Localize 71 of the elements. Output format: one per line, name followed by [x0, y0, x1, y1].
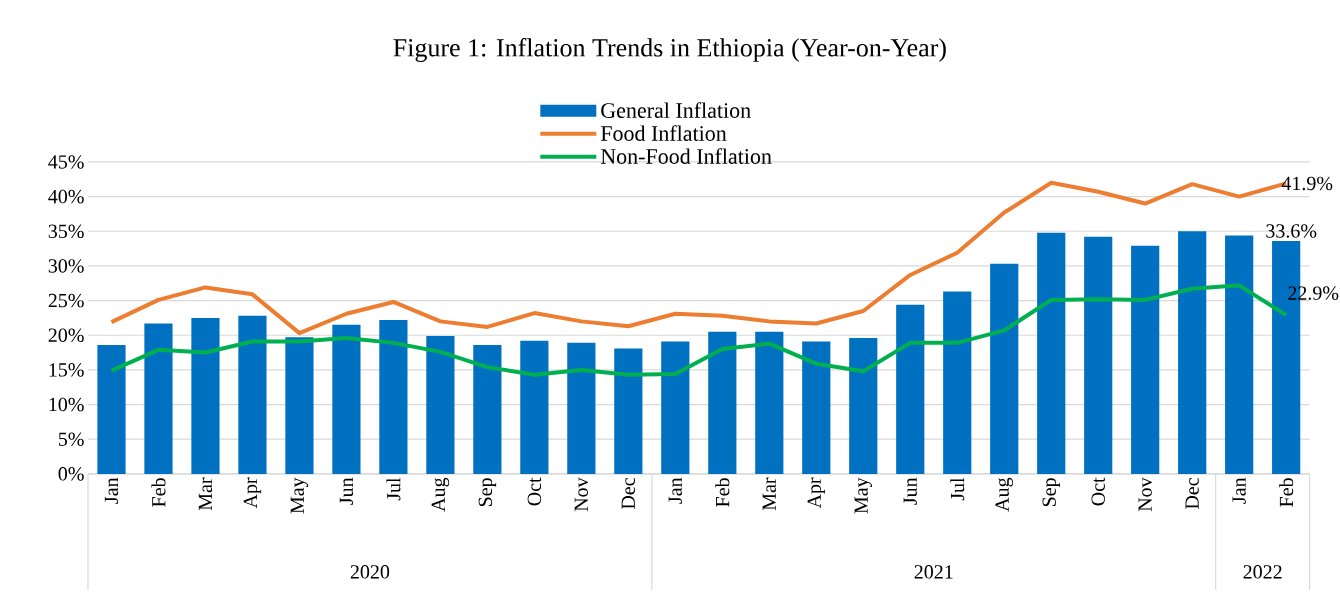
x-tick-label: Mar: [198, 477, 213, 511]
y-tick-label: 15%: [49, 363, 84, 377]
legend-label: Food Inflation: [600, 125, 727, 141]
x-tick-label: Apr: [807, 477, 826, 509]
x-tick-label: Nov: [574, 477, 588, 512]
bar: [379, 320, 408, 474]
x-tick-label: Sep: [1042, 478, 1060, 507]
x-tick-label: May: [854, 477, 872, 514]
x-tick-label: Oct: [527, 477, 542, 506]
bar: [1037, 232, 1066, 474]
bar: [661, 341, 690, 474]
bar: [567, 342, 596, 474]
bar: [1084, 236, 1113, 474]
x-tick-label: Sep: [478, 478, 497, 507]
bar: [144, 323, 173, 474]
text: 2022: [1243, 565, 1282, 579]
y-tick-label: 20%: [48, 328, 84, 343]
x-tick-label: Jan: [668, 477, 682, 504]
bar: [191, 317, 220, 474]
bar: [708, 331, 737, 474]
y-tick-label: 25%: [48, 293, 84, 308]
x-tick-label: Jun: [903, 477, 917, 505]
bar: [614, 348, 643, 474]
y-tick-label: 10%: [49, 397, 84, 412]
x-tick-label: Feb: [1279, 478, 1294, 507]
bar: [520, 340, 549, 474]
bar: [1178, 231, 1207, 474]
x-tick-label: Aug: [431, 477, 450, 512]
bar: [473, 345, 502, 474]
y-tick-label: 30%: [48, 259, 84, 273]
y-tick-label: 0%: [58, 467, 84, 481]
y-tick-label: 35%: [48, 224, 84, 239]
x-tick-label: Dec: [621, 478, 635, 510]
x-tick-label: Jun: [339, 477, 354, 505]
bar: [896, 304, 925, 474]
x-tick-label: Dec: [1185, 478, 1199, 510]
bar: [426, 336, 455, 474]
x-tick-label: Jul: [386, 477, 401, 501]
legend-label: Non-Food Inflation: [600, 148, 772, 164]
bar: [943, 291, 972, 474]
bar: [238, 315, 267, 474]
bar: [285, 337, 314, 474]
y-tick-label: 5%: [58, 432, 84, 447]
bar: [990, 263, 1019, 474]
data-label: 33.6%: [1266, 224, 1317, 238]
line-series: [109, 283, 1289, 377]
y-tick-label: 45%: [48, 155, 84, 169]
text: 2021: [914, 565, 953, 579]
legend-label: General Inflation: [601, 102, 751, 118]
x-tick-label: Jan: [1232, 477, 1246, 504]
x-tick-label: Aug: [995, 477, 1013, 512]
x-tick-label: Jul: [950, 477, 965, 501]
bar: [755, 331, 784, 474]
bar: [97, 345, 126, 474]
x-tick-label: Jan: [104, 477, 119, 504]
bar: [1225, 235, 1254, 474]
data-label: 41.9%: [1281, 176, 1333, 191]
x-tick-label: May: [290, 477, 309, 514]
bar: [849, 338, 878, 474]
bar: [802, 341, 831, 474]
x-tick-label: Nov: [1138, 477, 1152, 512]
x-tick-label: Oct: [1091, 477, 1105, 506]
chart-title: Figure 1: Inflation Trends in Ethiopia (Year-on-Year): [393, 38, 946, 63]
x-tick-label: Feb: [151, 478, 166, 507]
x-tick-label: Apr: [243, 477, 262, 509]
text: 2020: [350, 565, 390, 579]
bar: [1131, 245, 1160, 474]
x-tick-label: Mar: [762, 477, 776, 511]
bar: [332, 324, 361, 474]
x-tick-label: Feb: [715, 478, 730, 507]
y-tick-label: 40%: [48, 189, 84, 204]
